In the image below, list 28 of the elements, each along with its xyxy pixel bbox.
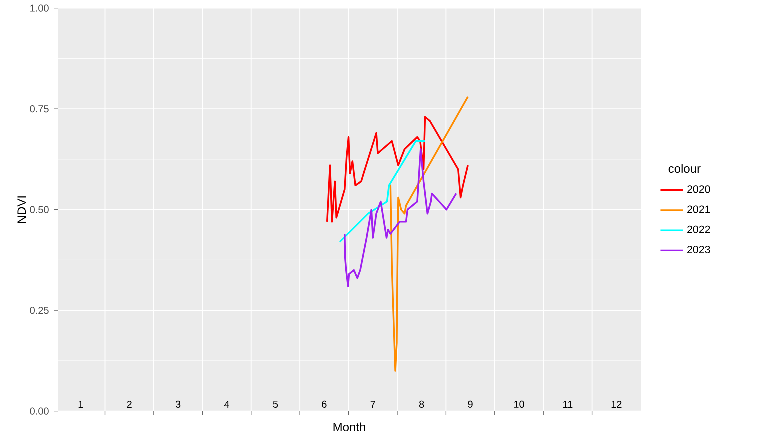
- line-series: [326, 116, 469, 223]
- legend-title: colour: [668, 164, 701, 174]
- x-tick-label: 6: [322, 400, 327, 408]
- y-tick-label: 1.00: [30, 4, 49, 12]
- legend-label: 2021: [688, 206, 710, 214]
- x-tick-label: 11: [564, 401, 573, 408]
- x-tick-label: 2: [127, 400, 132, 408]
- line-series: [339, 140, 426, 243]
- x-tick-label: 10: [514, 400, 524, 408]
- x-tick-label: 4: [224, 401, 230, 408]
- legend-label: 2023: [688, 246, 710, 254]
- legend-label: 2022: [688, 226, 710, 234]
- line-series: [344, 148, 458, 288]
- legend-label: 2020: [688, 186, 710, 194]
- line-series: [388, 96, 469, 372]
- x-tick-label: 3: [176, 400, 181, 408]
- y-tick-label: 0.25: [30, 307, 49, 314]
- y-tick-label: 0.50: [30, 206, 49, 214]
- x-tick-label: 12: [612, 400, 622, 408]
- x-tick-label: 7: [370, 401, 376, 408]
- x-tick-label: 1: [78, 401, 84, 408]
- x-tick-label: 5: [273, 400, 278, 408]
- x-tick-label: 9: [468, 400, 473, 408]
- x-axis-title: Month: [334, 422, 366, 432]
- y-axis-title: NDVI: [18, 196, 26, 224]
- y-tick-label: 0.75: [30, 106, 49, 113]
- y-tick-label: 0.00: [30, 408, 49, 415]
- x-tick-label: 8: [419, 400, 424, 408]
